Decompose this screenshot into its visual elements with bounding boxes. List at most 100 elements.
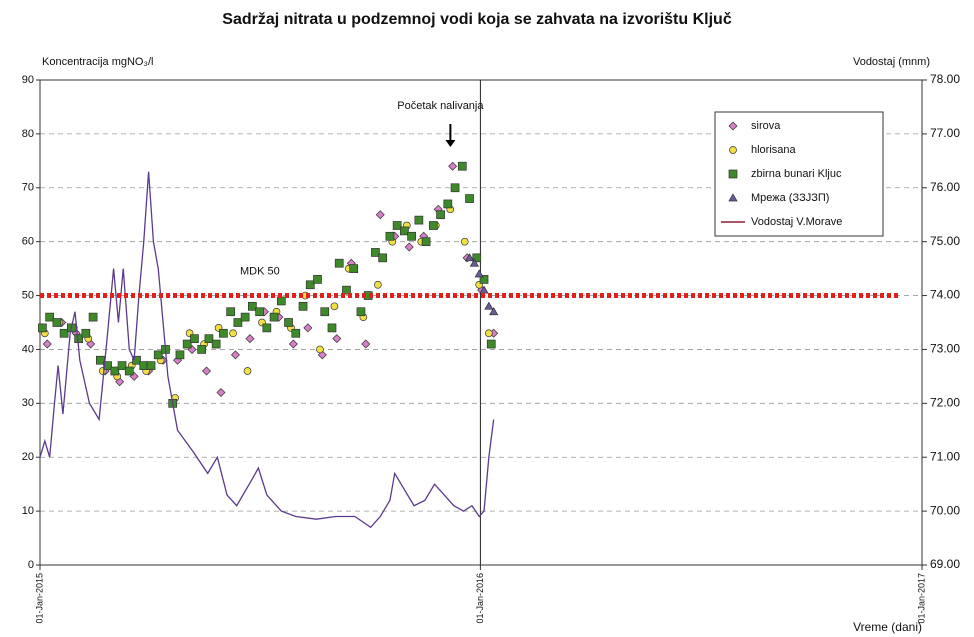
point bbox=[378, 253, 388, 263]
point bbox=[219, 328, 228, 338]
point bbox=[230, 350, 240, 360]
point bbox=[248, 301, 257, 311]
point bbox=[88, 312, 98, 322]
point bbox=[332, 334, 342, 344]
point bbox=[139, 361, 149, 370]
point bbox=[74, 334, 83, 344]
point bbox=[233, 318, 243, 327]
y2-axis-label: Vodostaj (mnm) bbox=[853, 56, 930, 68]
y2-tick-label: 78.00 bbox=[930, 72, 960, 86]
point bbox=[469, 258, 479, 267]
point bbox=[728, 121, 738, 131]
point bbox=[448, 161, 458, 171]
y2-tick-label: 73.00 bbox=[930, 342, 960, 356]
point bbox=[226, 307, 235, 317]
point bbox=[421, 237, 431, 247]
point bbox=[342, 285, 351, 295]
point bbox=[320, 307, 330, 317]
event-label: Početak nalivanja bbox=[397, 100, 484, 112]
x-tick-label: 01-Jan-2017 bbox=[916, 573, 926, 624]
point bbox=[284, 318, 293, 327]
y-tick-label: 80 bbox=[22, 128, 34, 140]
point bbox=[356, 307, 366, 317]
point bbox=[182, 339, 192, 349]
point bbox=[211, 339, 221, 349]
point bbox=[428, 221, 438, 230]
point bbox=[313, 275, 322, 284]
point bbox=[450, 183, 460, 193]
point bbox=[327, 323, 337, 333]
point bbox=[400, 226, 409, 236]
point bbox=[117, 361, 127, 370]
point bbox=[298, 301, 308, 311]
point bbox=[52, 318, 62, 327]
point bbox=[392, 221, 402, 230]
point bbox=[474, 269, 484, 278]
y-tick-label: 40 bbox=[22, 343, 34, 355]
point bbox=[197, 345, 207, 354]
point bbox=[124, 366, 134, 376]
line-series bbox=[39, 171, 495, 529]
y2-tick-label: 74.00 bbox=[930, 288, 960, 302]
point bbox=[288, 339, 298, 349]
point bbox=[484, 329, 493, 338]
legend-box bbox=[714, 111, 884, 237]
point bbox=[373, 280, 382, 289]
point bbox=[305, 280, 315, 290]
x-tick-label: 01-Jan-2016 bbox=[475, 573, 485, 624]
chart-title: Sadržaj nitrata u podzemnoj vodi koja se… bbox=[222, 11, 732, 28]
legend-label: hlorisana bbox=[751, 144, 797, 156]
y2-tick-label: 69.00 bbox=[930, 557, 960, 571]
point bbox=[385, 231, 395, 241]
point bbox=[443, 199, 453, 209]
point bbox=[59, 328, 69, 338]
point bbox=[202, 366, 212, 376]
point bbox=[486, 339, 496, 349]
y2-tick-label: 76.00 bbox=[930, 180, 960, 194]
point bbox=[81, 328, 91, 338]
point bbox=[361, 339, 371, 349]
point bbox=[245, 334, 255, 344]
y-axis-label: Koncentracija mgNO₃/l bbox=[42, 56, 153, 68]
point bbox=[489, 307, 499, 316]
y2-tick-label: 75.00 bbox=[930, 234, 960, 248]
point bbox=[479, 275, 489, 284]
point bbox=[316, 345, 324, 354]
y2-tick-label: 71.00 bbox=[930, 449, 960, 463]
point bbox=[45, 312, 55, 322]
point bbox=[465, 194, 474, 203]
point bbox=[103, 361, 112, 370]
point bbox=[38, 323, 47, 333]
point bbox=[276, 296, 286, 306]
point bbox=[414, 215, 424, 225]
point bbox=[484, 301, 494, 310]
legend-label: Мрежа (ЗЗЈЗП) bbox=[751, 192, 829, 204]
y2-tick-label: 70.00 bbox=[930, 503, 960, 517]
x-axis-label: Vreme (dani) bbox=[853, 620, 922, 634]
point bbox=[110, 366, 120, 376]
y-tick-label: 90 bbox=[22, 74, 34, 86]
point bbox=[132, 355, 141, 365]
point bbox=[457, 161, 467, 171]
point bbox=[269, 312, 279, 322]
point bbox=[95, 355, 105, 365]
y2-tick-label: 72.00 bbox=[930, 396, 960, 410]
y-tick-label: 60 bbox=[22, 236, 34, 248]
point bbox=[334, 258, 344, 268]
point bbox=[262, 323, 272, 333]
y-tick-label: 50 bbox=[22, 289, 34, 301]
point bbox=[190, 334, 199, 344]
point bbox=[460, 237, 469, 246]
point bbox=[371, 248, 380, 257]
point bbox=[729, 146, 737, 154]
point bbox=[436, 210, 445, 220]
point bbox=[330, 302, 339, 311]
point bbox=[464, 253, 475, 262]
point bbox=[728, 169, 738, 179]
x-tick-label: 01-Jan-2015 bbox=[34, 573, 44, 624]
legend-label: Vodostaj V.Morave bbox=[751, 216, 842, 228]
point bbox=[375, 210, 385, 220]
point bbox=[404, 242, 414, 252]
y-tick-label: 20 bbox=[22, 451, 34, 463]
point bbox=[472, 253, 482, 263]
